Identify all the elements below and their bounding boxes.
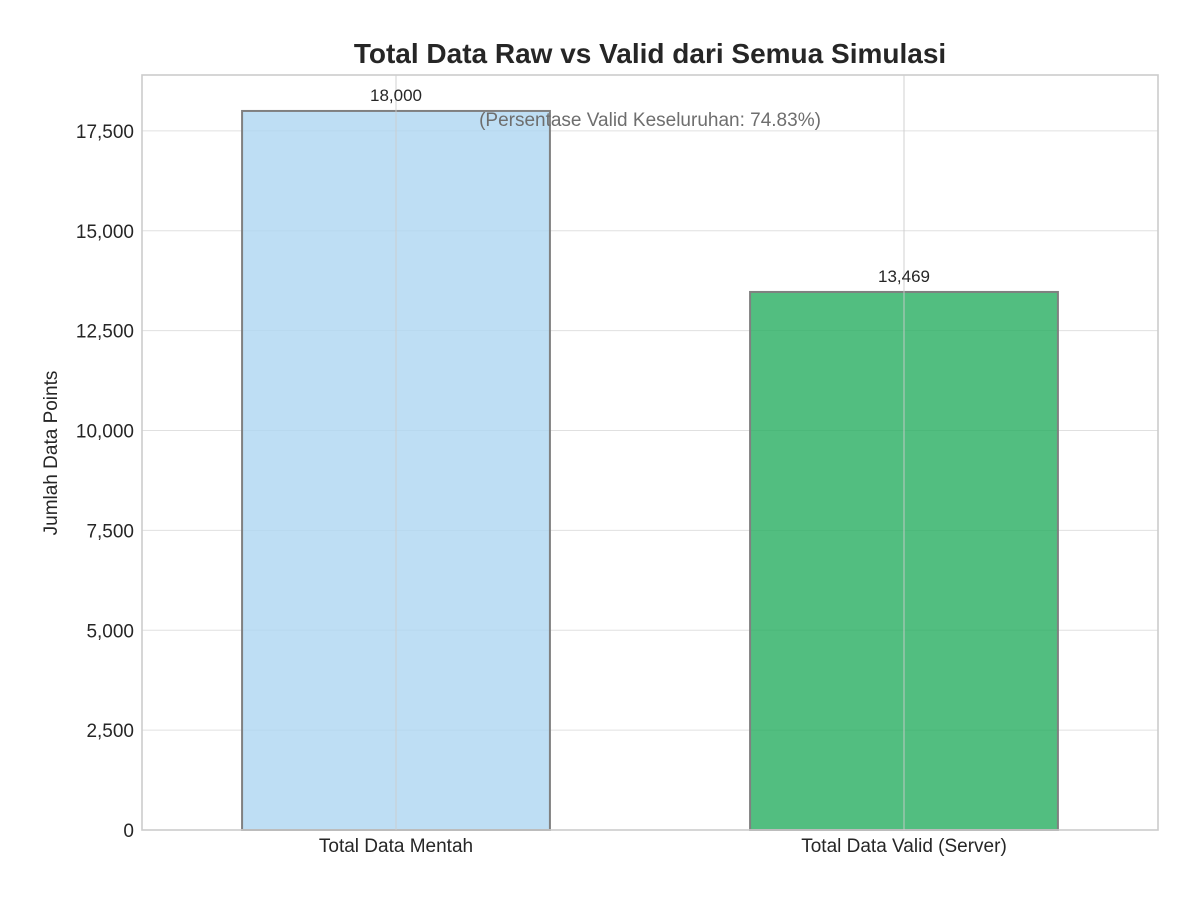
x-tick-label: Total Data Valid (Server) — [801, 836, 1007, 857]
y-tick-label: 10,000 — [76, 422, 134, 443]
y-tick-label: 12,500 — [76, 322, 134, 343]
y-axis-label: Jumlah Data Points — [41, 371, 62, 536]
bars-layer — [241, 109, 1059, 831]
y-tick-label: 5,000 — [86, 621, 134, 642]
labels-layer: 0 2,500 5,000 7,500 10,000 12,500 15,000 17,500… — [76, 86, 1007, 857]
bar-value-label: 18,000 — [370, 86, 422, 105]
bar-value-label: 13,469 — [878, 267, 930, 286]
chart-annotation: (Persentase Valid Keseluruhan: 74.83%) — [479, 110, 821, 131]
plot-frame — [141, 74, 1159, 831]
chart-title: Total Data Raw vs Valid dari Semua Simul… — [354, 38, 946, 69]
x-grid-layer — [395, 75, 905, 830]
x-tick-label: Total Data Mentah — [319, 836, 473, 857]
y-tick-label: 15,000 — [76, 222, 134, 243]
y-tick-label: 7,500 — [86, 521, 134, 542]
y-tick-label: 17,500 — [76, 122, 134, 143]
y-tick-label: 0 — [123, 821, 134, 842]
y-tick-label: 2,500 — [86, 721, 134, 742]
